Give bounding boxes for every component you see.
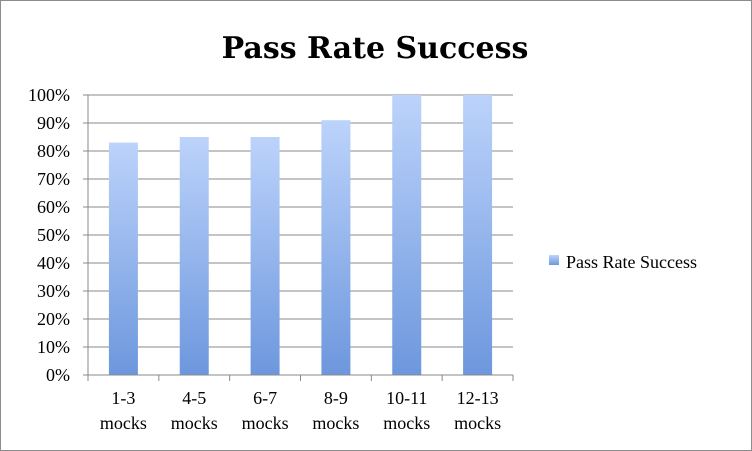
- legend-swatch: [549, 255, 559, 265]
- bar: [179, 137, 209, 375]
- bar: [321, 120, 351, 375]
- legend-label: Pass Rate Success: [566, 252, 697, 272]
- legend: Pass Rate Success: [549, 252, 697, 272]
- bars: [108, 95, 493, 375]
- y-tick-label: 10%: [37, 337, 70, 357]
- y-tick-label: 80%: [37, 141, 70, 161]
- x-axis-ticks: 1-3 mocks 4-5 mocks 6-7 mocks 8-9 mocks 10-11 moc…: [87, 375, 514, 433]
- bar: [250, 137, 280, 375]
- y-tick-label: 30%: [37, 281, 70, 301]
- y-tick-label: 0%: [46, 365, 70, 385]
- y-axis-ticks: 0% 10% 20% 30% 40% 50% 60% 70% 80% 90% 100%: [28, 85, 88, 385]
- bar: [108, 142, 138, 375]
- y-tick-label: 50%: [37, 225, 70, 245]
- y-tick-label: 70%: [37, 169, 70, 189]
- bar: [392, 95, 422, 375]
- x-tick-label: 8-9 mocks: [312, 388, 359, 433]
- bar: [463, 95, 493, 375]
- x-tick-label: 10-11 mocks: [383, 388, 430, 433]
- grid-lines: [88, 94, 513, 348]
- y-tick-label: 20%: [37, 309, 70, 329]
- chart-title: Pass Rate Success: [222, 31, 529, 66]
- y-tick-label: 100%: [28, 85, 70, 105]
- x-tick-label: 1-3 mocks: [100, 388, 147, 433]
- x-tick-label: 6-7 mocks: [242, 388, 289, 433]
- x-tick-label: 12-13 mocks: [454, 388, 501, 433]
- y-tick-label: 90%: [37, 113, 70, 133]
- y-tick-label: 40%: [37, 253, 70, 273]
- y-tick-label: 60%: [37, 197, 70, 217]
- x-tick-label: 4-5 mocks: [171, 388, 218, 433]
